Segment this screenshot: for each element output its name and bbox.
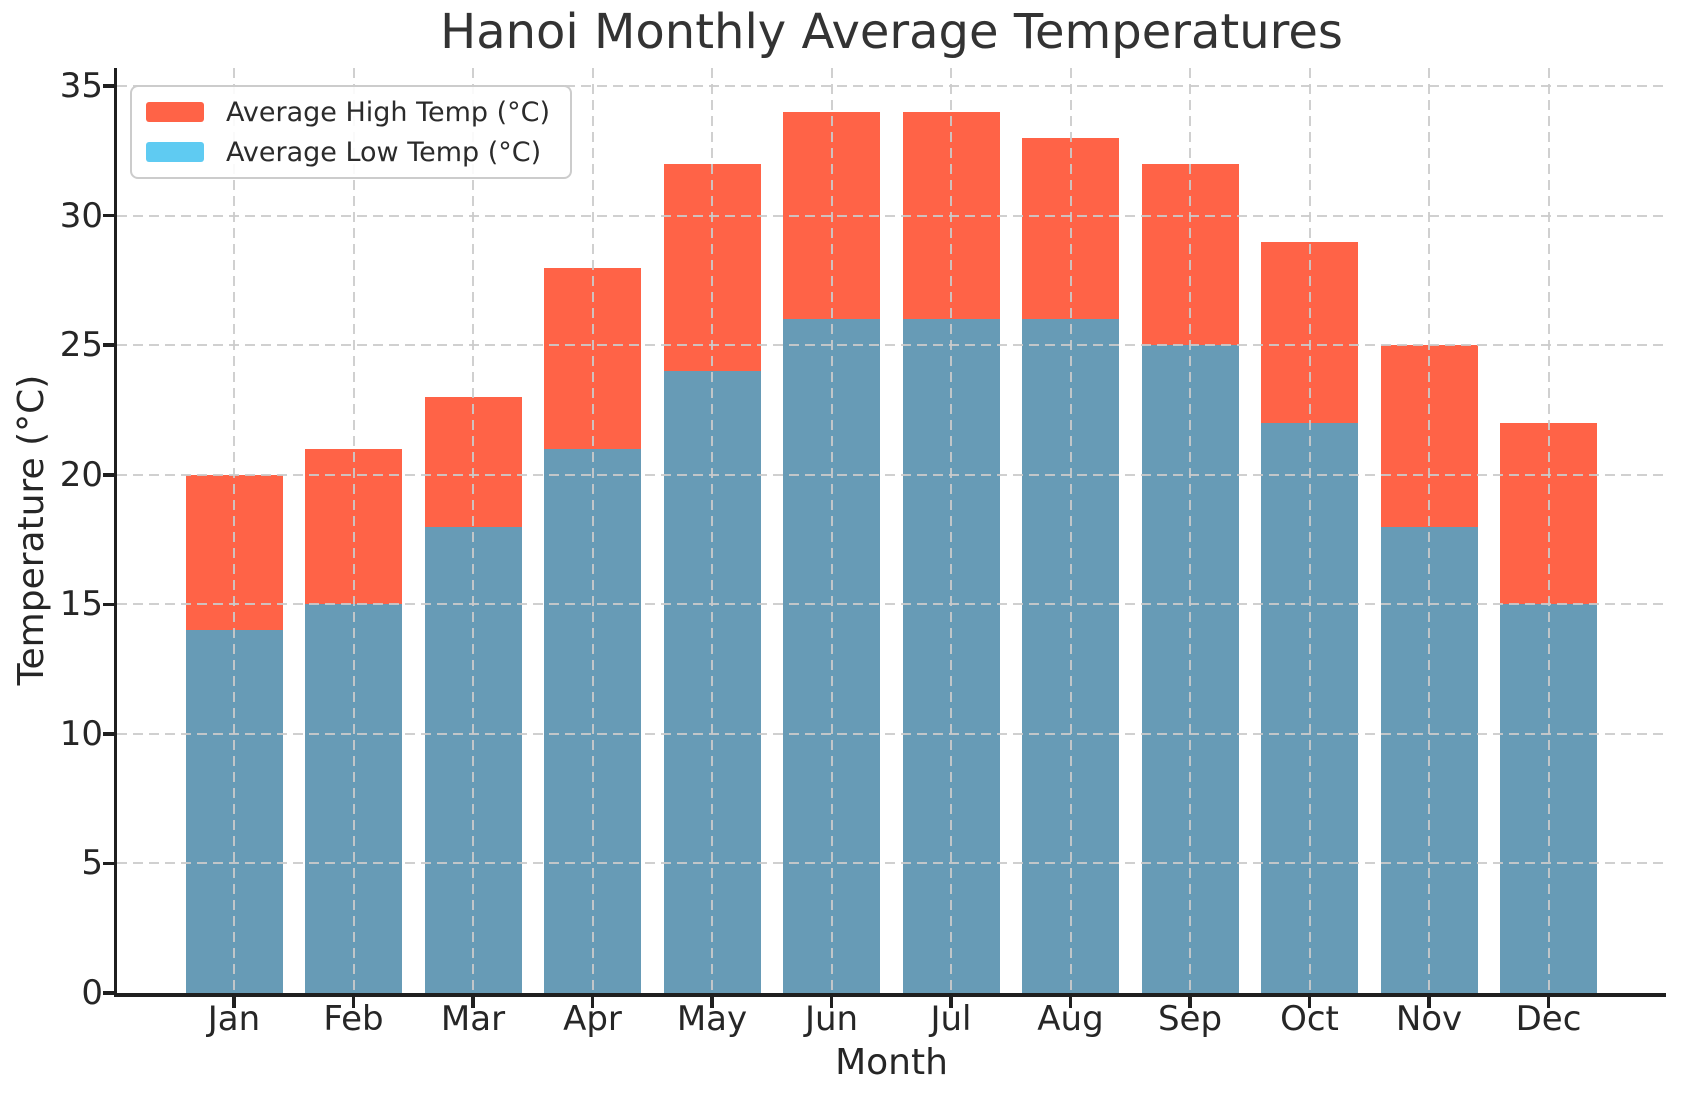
y-tick-label-5: 5 xyxy=(81,843,103,884)
x-tick-mark-apr xyxy=(590,996,595,1008)
plot-area xyxy=(117,68,1666,993)
x-grid-line-may xyxy=(711,68,713,993)
legend: Average High Temp (°C) Average Low Temp … xyxy=(130,85,573,179)
y-tick-mark-25 xyxy=(102,343,114,347)
y-tick-label-20: 20 xyxy=(59,454,103,495)
axis-spine-left xyxy=(113,68,117,997)
x-grid-line-sep xyxy=(1189,68,1191,993)
x-tick-mark-sep xyxy=(1188,996,1192,1008)
y-tick-label-35: 35 xyxy=(59,66,103,107)
x-axis-label: Month xyxy=(835,1042,948,1083)
x-grid-line-jun xyxy=(830,68,833,993)
legend-item-high-temp: Average High Temp (°C) xyxy=(146,93,550,131)
x-grid-line-oct xyxy=(1308,68,1311,993)
y-tick-label-25: 25 xyxy=(59,325,103,366)
y-grid-line-30 xyxy=(117,214,1666,217)
x-grid-line-apr xyxy=(591,68,594,993)
x-tick-mark-jan xyxy=(232,996,236,1008)
y-tick-label-15: 15 xyxy=(59,584,103,625)
legend-item-low-temp: Average Low Temp (°C) xyxy=(146,133,550,171)
chart-title: Hanoi Monthly Average Temperatures xyxy=(440,4,1343,60)
x-tick-mark-nov xyxy=(1427,996,1431,1008)
x-grid-line-nov xyxy=(1428,68,1430,993)
x-tick-mark-mar xyxy=(471,996,475,1008)
y-tick-label-10: 10 xyxy=(59,713,103,754)
y-grid-line-35 xyxy=(117,85,1666,88)
x-tick-mark-oct xyxy=(1307,996,1312,1008)
y-tick-mark-20 xyxy=(102,473,114,477)
y-grid-line-20 xyxy=(117,473,1666,476)
y-tick-label-30: 30 xyxy=(59,195,103,236)
y-tick-mark-10 xyxy=(102,732,114,736)
x-grid-line-dec xyxy=(1547,68,1550,993)
y-tick-mark-30 xyxy=(102,213,114,218)
x-grid-line-feb xyxy=(352,68,355,993)
x-tick-mark-aug xyxy=(1068,996,1073,1008)
y-tick-mark-5 xyxy=(102,861,114,866)
y-grid-line-10 xyxy=(117,732,1666,735)
x-grid-line-aug xyxy=(1069,68,1072,993)
x-tick-mark-jul xyxy=(949,996,953,1008)
x-grid-line-jul xyxy=(950,68,952,993)
axis-spine-bottom xyxy=(113,993,1666,997)
y-grid-line-25 xyxy=(117,344,1666,347)
y-tick-label-0: 0 xyxy=(81,973,103,1013)
y-tick-mark-15 xyxy=(102,602,114,607)
y-grid-line-15 xyxy=(117,603,1666,606)
legend-label-low-temp: Average Low Temp (°C) xyxy=(226,136,542,168)
x-tick-mark-feb xyxy=(351,996,356,1008)
x-tick-mark-jun xyxy=(829,996,834,1008)
x-tick-mark-dec xyxy=(1546,996,1551,1008)
y-tick-mark-35 xyxy=(102,84,114,88)
y-tick-mark-0 xyxy=(102,991,114,995)
x-grid-line-jan xyxy=(233,68,235,993)
high-temp-legend-swatch xyxy=(146,102,204,122)
x-grid-line-mar xyxy=(472,68,474,993)
legend-label-high-temp: Average High Temp (°C) xyxy=(226,96,551,128)
x-tick-mark-may xyxy=(710,996,714,1008)
low-temp-legend-swatch xyxy=(146,142,204,162)
y-grid-line-5 xyxy=(117,862,1666,865)
